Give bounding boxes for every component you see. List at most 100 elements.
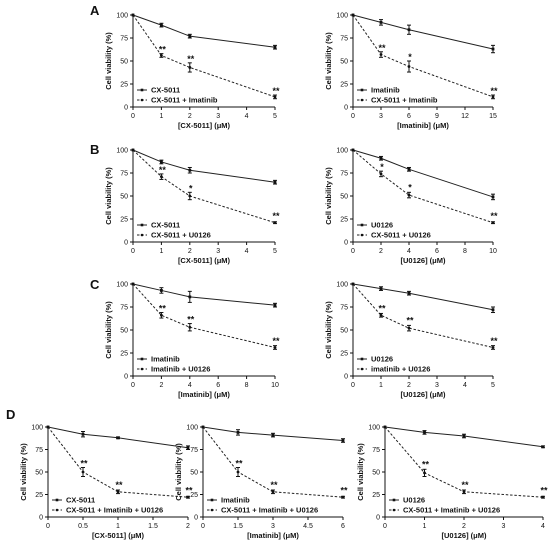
chart-7-series-1-point: [201, 425, 205, 429]
chart-2-series-1-point: [188, 194, 192, 198]
panel-letter-a: A: [90, 3, 100, 18]
chart-0-ytick-label: 75: [120, 36, 128, 43]
chart-3-legend-marker-1: [360, 233, 364, 237]
chart-3-xtick-label: 0: [351, 248, 355, 255]
chart-7-legend-label-1: CX-5011 + Imatinib + U0126: [221, 506, 318, 515]
chart-0-xtick-label: 5: [273, 113, 277, 120]
chart-8-series-1-point: [541, 495, 545, 499]
chart-6-significance-label: **: [80, 459, 88, 469]
chart-3-xtick-label: 10: [489, 248, 497, 255]
chart-2-xtick-label: 4: [245, 248, 249, 255]
chart-6-xtick-label: 1: [116, 523, 120, 530]
chart-2-series-0-point: [273, 180, 277, 184]
chart-5-legend-marker-0: [360, 357, 364, 361]
chart-5-series-1-point: [379, 313, 383, 317]
chart-7-significance-label: **: [340, 486, 348, 496]
chart-6-ytick-label: 50: [35, 470, 43, 477]
chart-0-ytick-label: 25: [120, 82, 128, 89]
chart-5-ytick-label: 50: [340, 328, 348, 335]
chart-1-ytick-label: 0: [344, 105, 348, 112]
chart-3-xtick-label: 4: [407, 248, 411, 255]
chart-0-xtick-label: 2: [188, 113, 192, 120]
chart-8-series-1-point: [383, 425, 387, 429]
chart-8-series-1-point: [462, 490, 466, 494]
chart-4-xtick-label: 0: [131, 382, 135, 389]
chart-7-ytick-label: 100: [186, 425, 198, 432]
chart-3-series-0-point: [491, 195, 495, 199]
chart-6-xtick-label: 0: [46, 523, 50, 530]
chart-4-series-1-line: [132, 283, 276, 348]
chart-8-series-0-point: [462, 434, 466, 438]
chart-4-legend-marker-0: [140, 357, 144, 361]
chart-7-ytick-label: 75: [190, 447, 198, 454]
chart-0-significance-label: **: [159, 45, 167, 55]
chart-1-ytick-label: 100: [336, 13, 348, 20]
chart-1-legend-marker-0: [360, 88, 364, 92]
chart-4-ytick-label: 75: [120, 305, 128, 312]
chart-8-series-0-point: [541, 445, 545, 449]
chart-b-left: 0 25 50 75 100 0 1 2 3 4 5 [CX-5011] (μM) Cell viabi…: [104, 148, 280, 266]
chart-4-xtick-label: 6: [216, 382, 220, 389]
chart-3-series-1-point: [407, 193, 411, 197]
chart-2-ytick-label: 25: [120, 217, 128, 224]
chart-7-ytick-label: 25: [190, 492, 198, 499]
chart-3-series-1-point: [491, 221, 495, 225]
chart-8-xtick-label: 4: [541, 523, 545, 530]
chart-2-ytick-label: 75: [120, 171, 128, 178]
chart-4-series-1-point: [131, 282, 135, 286]
chart-6-ytick-label: 75: [35, 447, 43, 454]
chart-1-significance-label: **: [490, 86, 498, 96]
chart-5-xtick-label: 1: [379, 382, 383, 389]
chart-4-ytick-label: 25: [120, 351, 128, 358]
chart-8-xtick-label: 0: [383, 523, 387, 530]
chart-1-xtick-label: 0: [351, 113, 355, 120]
chart-4-xtick-label: 4: [188, 382, 192, 389]
chart-3-x-axis-label: [U0126] (μM): [400, 256, 446, 265]
chart-5-series-0-line: [352, 283, 494, 311]
chart-0-legend-label-0: CX-5011: [151, 86, 180, 95]
chart-0-y-axis-label: Cell viability (%): [104, 32, 113, 90]
chart-2-significance-label: *: [189, 183, 193, 193]
chart-2-xtick-label: 3: [216, 248, 220, 255]
chart-0-xtick-label: 1: [159, 113, 163, 120]
chart-6-series-1-point: [116, 490, 120, 494]
chart-8-xtick-label: 2: [462, 523, 466, 530]
chart-0-legend-marker-0: [140, 88, 144, 92]
chart-7-ytick-label: 50: [190, 470, 198, 477]
chart-7-significance-label: **: [270, 480, 278, 490]
chart-7-ytick-label: 0: [194, 515, 198, 522]
chart-0-legend-label-1: CX-5011 + Imatinib: [151, 96, 218, 105]
chart-6-series-0-point: [81, 432, 85, 436]
chart-2-xtick-label: 2: [188, 248, 192, 255]
chart-2-xtick-label: 1: [159, 248, 163, 255]
chart-0-xtick-label: 3: [216, 113, 220, 120]
chart-7-xtick-label: 3: [271, 523, 275, 530]
chart-c-left: 0 25 50 75 100 0 2 4 6 8 10 [Imatinib] (μM) Cell via…: [104, 282, 280, 400]
chart-6-xtick-label: 0.5: [78, 523, 88, 530]
chart-5-series-0-point: [379, 287, 383, 290]
chart-3-series-0-point: [379, 156, 383, 160]
chart-5-series-1-line: [352, 283, 494, 348]
chart-b-right: 0 25 50 75 100 0 2 4 6 8 10 [U0126] (μM) Cell viabil…: [324, 148, 498, 266]
chart-6-legend-label-0: CX-5011: [66, 496, 95, 505]
chart-7-legend-label-0: Imatinib: [221, 496, 250, 505]
chart-5-x-axis-label: [U0126] (μM): [400, 390, 446, 399]
chart-5-xtick-label: 5: [491, 382, 495, 389]
chart-7-series-0-line: [202, 426, 344, 441]
chart-8-y-axis-label: Cell viability (%): [356, 443, 365, 501]
chart-3-ytick-label: 25: [340, 217, 348, 224]
chart-5-significance-label: **: [490, 336, 498, 346]
chart-0-series-1-point: [188, 66, 192, 69]
chart-2-significance-label: **: [272, 211, 280, 221]
chart-2-ytick-label: 50: [120, 194, 128, 201]
chart-4-significance-label: **: [187, 315, 195, 325]
chart-7-xtick-label: 1.5: [233, 523, 243, 530]
chart-1-series-0-point: [379, 20, 383, 24]
chart-7-legend-marker-0: [210, 498, 214, 502]
chart-4-series-1-point: [160, 313, 163, 317]
chart-3-ytick-label: 100: [336, 148, 348, 155]
chart-5-xtick-label: 2: [407, 382, 411, 389]
chart-7-xtick-label: 4.5: [303, 523, 313, 530]
chart-5-series-0-point: [407, 291, 411, 295]
